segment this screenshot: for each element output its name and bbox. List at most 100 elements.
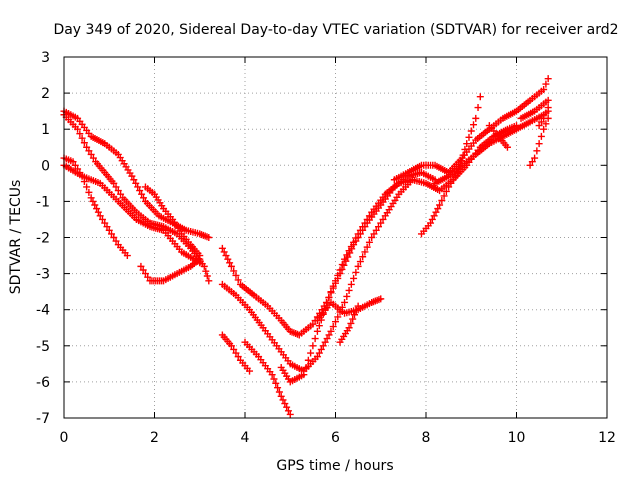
data-point-marker (134, 183, 142, 191)
data-point-marker (108, 230, 116, 238)
data-point-marker (85, 147, 93, 155)
series-arc-7 (218, 169, 439, 339)
series-arc-2 (60, 111, 213, 285)
grid-layer (64, 57, 607, 418)
data-point-marker (74, 125, 82, 133)
data-point-marker (356, 226, 364, 234)
data-point-marker (472, 114, 480, 122)
data-point-marker (315, 322, 323, 330)
data-point-marker (351, 311, 359, 319)
data-point-marker (304, 356, 312, 364)
data-point-marker (311, 335, 319, 343)
data-point-marker (535, 122, 543, 130)
y-tick-label: -3 (36, 267, 50, 283)
data-point-marker (332, 318, 339, 326)
data-point-marker (359, 253, 367, 261)
data-point-marker (220, 248, 228, 256)
data-point-marker (465, 133, 473, 141)
data-point-marker (377, 219, 385, 227)
data-point-marker (325, 331, 333, 339)
data-point-marker (434, 205, 442, 213)
data-point-marker (347, 319, 355, 327)
series-arc-6 (137, 255, 204, 285)
plot-frame (63, 56, 608, 419)
data-point-marker (307, 349, 315, 357)
data-point-marker (112, 183, 120, 191)
data-point-marker (540, 114, 548, 122)
data-point-marker (205, 234, 213, 241)
data-point-marker (114, 187, 122, 195)
data-point-marker (329, 323, 337, 331)
data-point-marker (427, 219, 435, 227)
data-point-marker (542, 120, 550, 128)
data-point-marker (222, 252, 230, 260)
data-point-marker (544, 96, 552, 104)
data-point-marker (101, 219, 109, 227)
data-point-marker (340, 261, 348, 269)
data-point-marker (128, 172, 136, 180)
data-point-marker (327, 288, 335, 296)
data-point-marker (302, 363, 310, 371)
series-arc-8 (218, 176, 416, 375)
data-point-marker (542, 80, 550, 88)
data-point-marker (94, 208, 102, 216)
x-axis-label: GPS time / hours (276, 458, 393, 474)
data-point-marker (356, 258, 364, 266)
series-arc-17 (485, 122, 511, 151)
data-point-marker (327, 327, 335, 335)
y-tick-label: 2 (41, 86, 50, 102)
data-point-marker (286, 410, 294, 418)
data-point-marker (224, 255, 232, 263)
data-point-marker (230, 267, 238, 275)
y-tick-label: -6 (36, 375, 50, 391)
data-point-marker (432, 208, 440, 216)
data-point-marker (528, 158, 536, 166)
data-point-marker (87, 194, 95, 202)
data-point-marker (354, 230, 362, 238)
data-point-marker (96, 212, 104, 220)
y-tick-label: 3 (41, 50, 50, 66)
data-point-marker (535, 140, 543, 148)
data-point-marker (377, 295, 385, 303)
data-point-marker (230, 345, 238, 353)
x-tick-label: 8 (422, 430, 431, 446)
data-point-marker (531, 154, 539, 162)
data-point-marker (345, 286, 353, 294)
data-layer (60, 75, 552, 418)
data-point-marker (467, 127, 475, 135)
data-point-marker (309, 342, 317, 350)
y-tick-label: -1 (36, 194, 50, 210)
data-point-marker (343, 292, 351, 300)
data-point-marker (347, 280, 355, 288)
data-point-marker (379, 215, 387, 223)
data-point-marker (352, 306, 360, 314)
data-point-marker (537, 132, 545, 140)
data-point-marker (334, 313, 342, 321)
data-point-marker (430, 212, 438, 220)
data-point-marker (281, 400, 289, 408)
y-tick-label: -5 (36, 339, 50, 355)
data-point-marker (144, 273, 152, 281)
data-point-marker (445, 183, 453, 191)
data-point-marker (309, 320, 317, 328)
data-point-marker (349, 315, 357, 323)
data-point-marker (336, 266, 344, 274)
data-point-marker (275, 388, 283, 396)
series-arc-14 (390, 75, 552, 184)
data-point-marker (218, 244, 226, 252)
data-point-marker (470, 121, 478, 129)
data-point-marker (140, 194, 148, 202)
data-point-marker (80, 139, 88, 147)
data-point-marker (544, 104, 552, 112)
data-point-marker (354, 262, 362, 270)
series-arc-16 (431, 107, 552, 187)
y-tick-label: -2 (36, 231, 50, 247)
data-point-marker (76, 130, 84, 138)
data-point-marker (313, 327, 321, 335)
data-point-marker (363, 243, 371, 251)
data-point-marker (334, 271, 342, 279)
data-point-marker (438, 196, 446, 204)
y-axis-label: SDTVAR / TECUs (8, 180, 24, 295)
